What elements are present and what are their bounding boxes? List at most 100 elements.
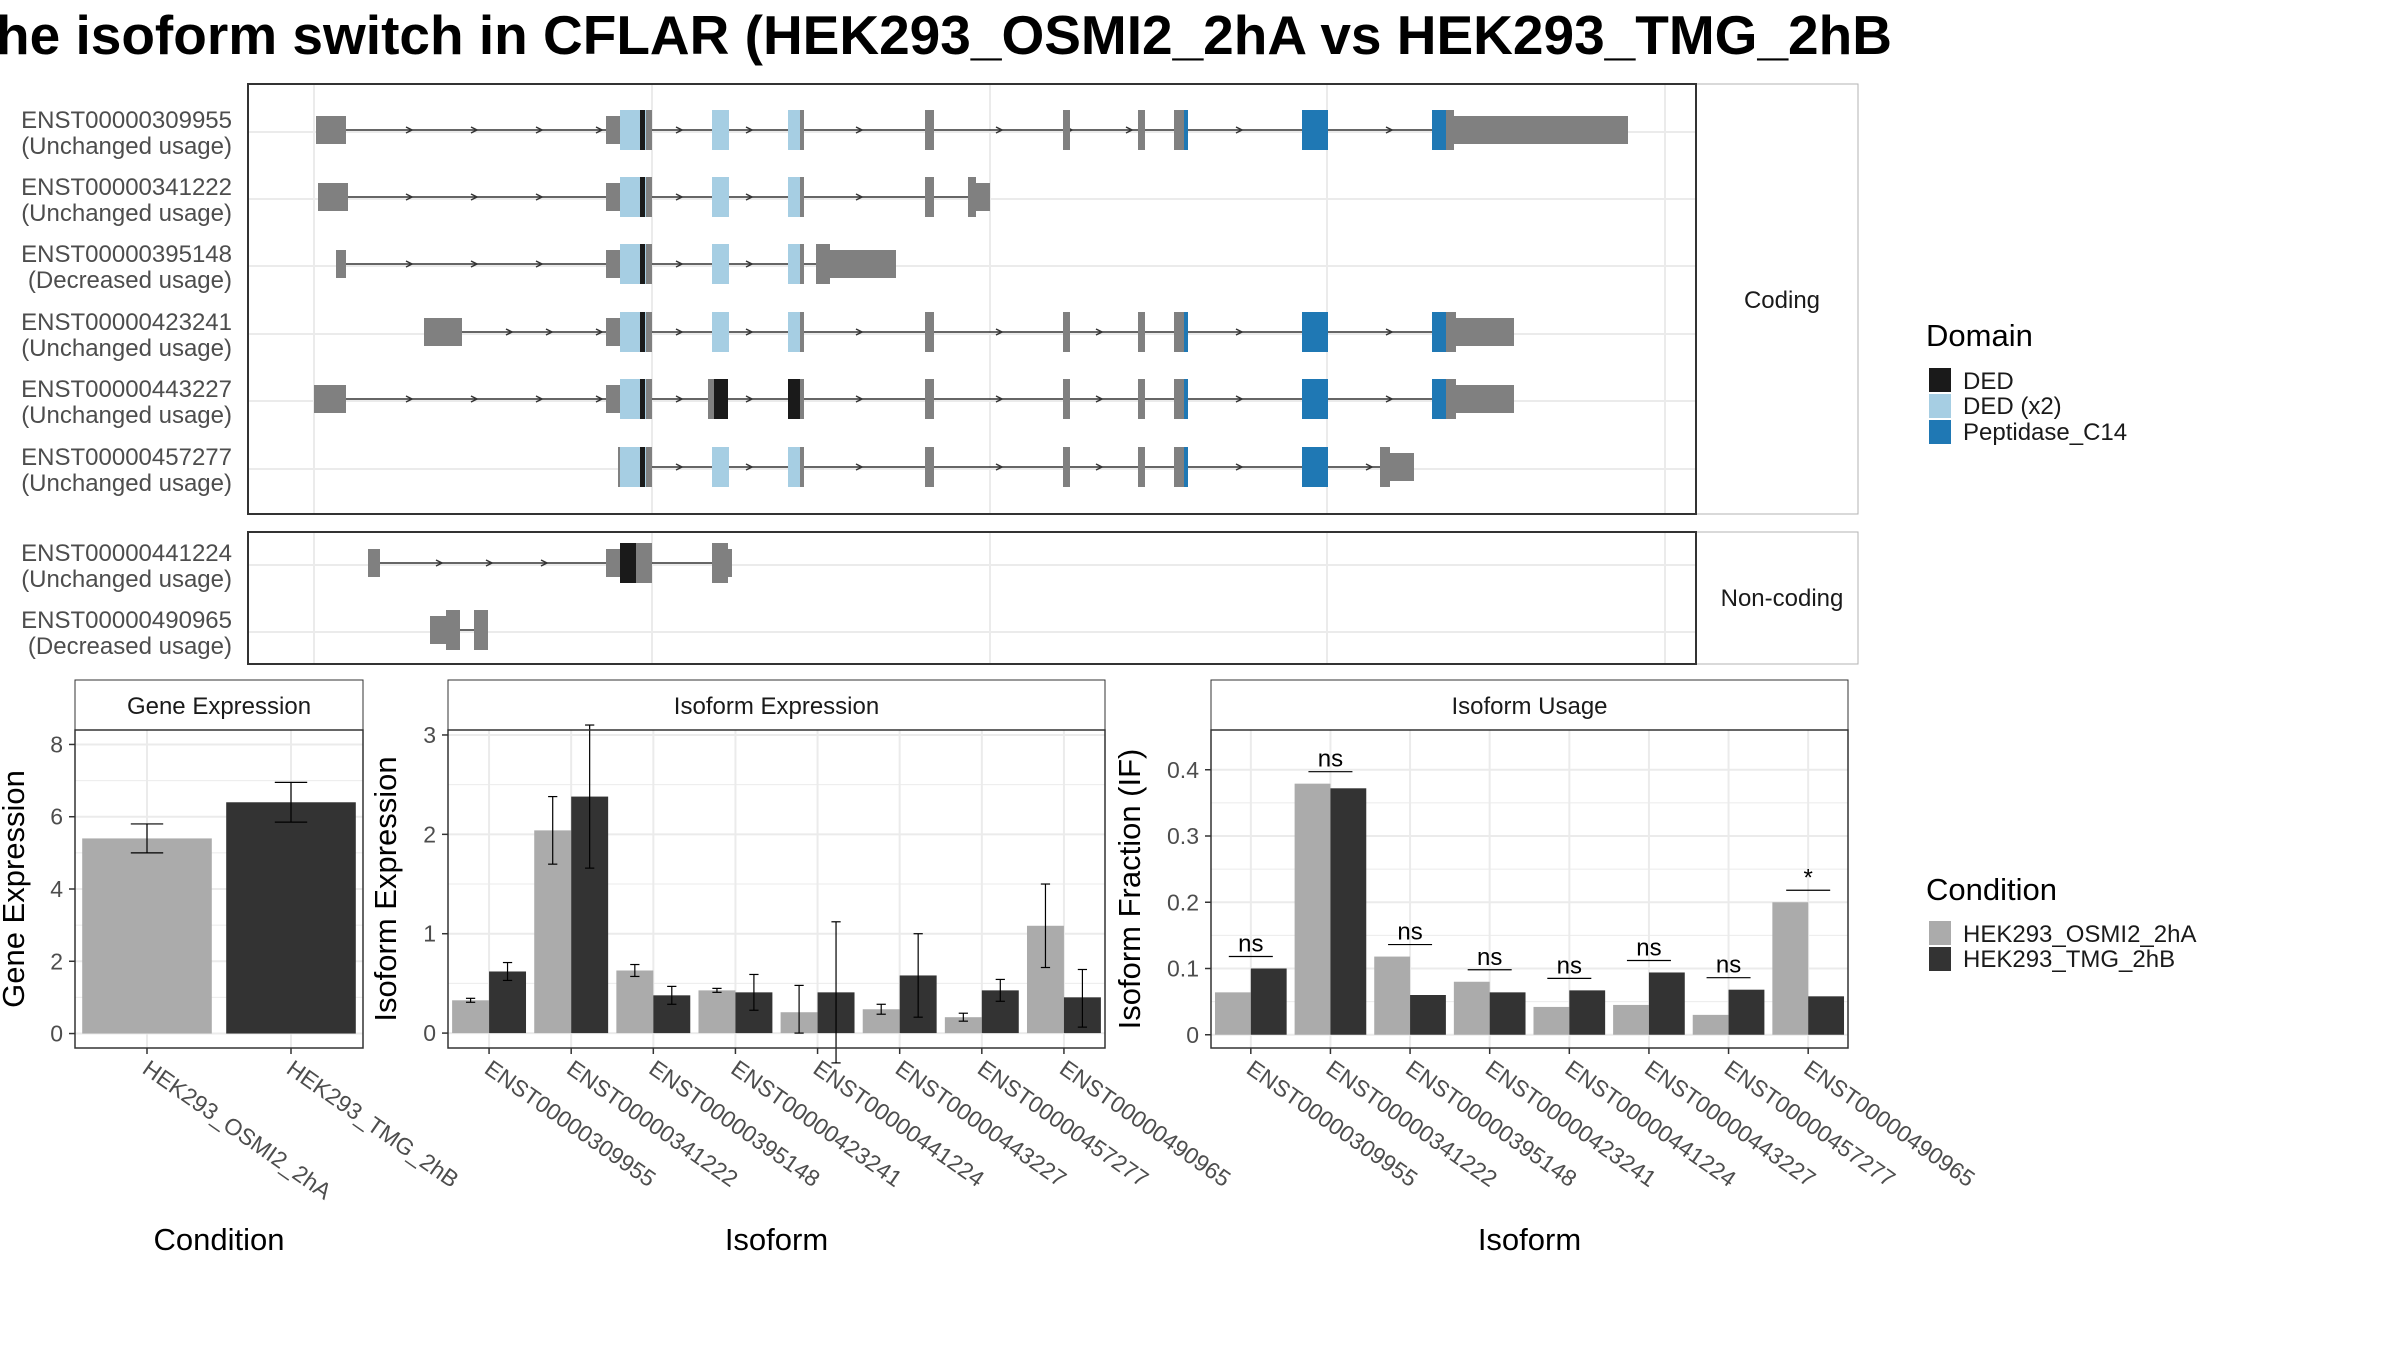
transcript-id-label: ENST00000441224 — [21, 540, 232, 567]
isoform-expression-y-axis-label: Isoform Expression — [368, 756, 403, 1021]
strand-arrow — [595, 328, 604, 336]
protein-domain — [788, 244, 802, 284]
isoform-expression-border — [447, 729, 1106, 1049]
exon — [830, 250, 896, 278]
strand-arrow — [535, 126, 544, 134]
protein-domain — [788, 110, 802, 150]
exon — [1063, 379, 1070, 419]
bar — [1533, 1006, 1570, 1035]
exon — [646, 177, 652, 217]
significance-label: ns — [1318, 746, 1343, 773]
coding-panel-background — [248, 84, 1696, 514]
bar — [1453, 981, 1490, 1035]
strand-arrow — [405, 395, 414, 403]
y-tick-label: 3 — [423, 722, 436, 748]
y-tick-label: 1 — [423, 921, 436, 947]
exon — [925, 447, 934, 487]
y-tick-label: 2 — [423, 821, 436, 847]
transcript-id-label: ENST00000457277 — [21, 444, 232, 471]
protein-domain — [640, 312, 645, 352]
transcript-id-label: ENST00000443227 — [21, 376, 232, 403]
exon — [368, 549, 380, 577]
exon — [1454, 116, 1628, 144]
legend-swatch-ded-x2 — [1929, 394, 1951, 418]
exon — [606, 385, 620, 413]
gene-expression-x-axis-label: Condition — [154, 1222, 285, 1257]
exon — [925, 110, 934, 150]
condition-legend-title: Condition — [1926, 872, 2057, 907]
transcript-usage-label: (Unchanged usage) — [21, 566, 232, 593]
isoform-usage-strip-title: Isoform Usage — [1451, 693, 1607, 720]
strand-arrow — [405, 126, 414, 134]
bar — [1294, 783, 1331, 1035]
protein-domain — [788, 447, 802, 487]
noncoding-panel-border — [247, 531, 1697, 665]
exon — [430, 616, 446, 644]
isoform-usage-border — [1210, 729, 1849, 1049]
exon — [800, 379, 804, 419]
exon — [1380, 447, 1390, 487]
gene-expression-strip-title: Gene Expression — [127, 693, 311, 720]
gene-expression-y-axis-label: Gene Expression — [0, 770, 31, 1008]
protein-domain — [1184, 110, 1188, 150]
strand-arrow — [485, 559, 494, 567]
exon — [646, 244, 652, 284]
bar — [616, 970, 654, 1034]
strand-arrow — [855, 463, 864, 471]
bar — [1489, 992, 1526, 1035]
strand-arrow — [595, 126, 604, 134]
exon — [1138, 379, 1145, 419]
isoform-usage-y-axis-label: Isoform Fraction (IF) — [1112, 749, 1147, 1030]
exon — [1063, 447, 1070, 487]
exon — [925, 177, 934, 217]
protein-domain — [1432, 379, 1446, 419]
exon — [1138, 110, 1145, 150]
exon — [1446, 379, 1456, 419]
strand-arrow — [1385, 395, 1394, 403]
legend-swatch-condition-a — [1929, 921, 1951, 945]
exon — [800, 312, 804, 352]
exon — [606, 116, 620, 144]
strand-arrow — [855, 328, 864, 336]
strand-arrow — [745, 395, 754, 403]
y-tick-label: 0.1 — [1167, 956, 1199, 982]
bar — [452, 1000, 490, 1034]
strand-arrow — [745, 260, 754, 268]
bar — [1250, 968, 1287, 1035]
strand-arrow — [535, 193, 544, 201]
strand-arrow — [995, 126, 1004, 134]
protein-domain — [640, 244, 645, 284]
strand-arrow — [745, 328, 754, 336]
strand-arrow — [1235, 328, 1244, 336]
exon — [606, 250, 620, 278]
coding-panel-border — [247, 83, 1697, 515]
strand-arrow — [745, 193, 754, 201]
protein-domain — [1184, 447, 1188, 487]
bar — [1374, 956, 1411, 1035]
exon — [800, 447, 804, 487]
exon — [800, 244, 804, 284]
transcript-id-label: ENST00000309955 — [21, 107, 232, 134]
y-tick-label: 0 — [50, 1021, 63, 1047]
y-tick-label: 0.4 — [1167, 757, 1199, 783]
transcript-usage-label: (Unchanged usage) — [21, 133, 232, 160]
bar — [1648, 972, 1685, 1035]
transcript-usage-label: (Decreased usage) — [28, 633, 232, 660]
strand-arrow — [995, 395, 1004, 403]
exon — [646, 312, 652, 352]
exon — [606, 318, 620, 346]
isoform-expression-strip — [447, 679, 1106, 731]
domain-legend: Domain DED DED (x2) Peptidase_C14 — [1926, 318, 2127, 446]
bar — [1214, 992, 1251, 1035]
exon — [1174, 447, 1186, 487]
y-tick-label: 0.3 — [1167, 823, 1199, 849]
strand-arrow — [675, 260, 684, 268]
protein-domain — [712, 177, 729, 217]
bar — [1772, 902, 1809, 1035]
bar-chart-panels: Gene Expression02468HEK293_OSMI2_2hAHEK2… — [0, 679, 1980, 1257]
bar — [1410, 995, 1446, 1035]
strand-arrow — [545, 328, 554, 336]
exon — [712, 543, 728, 583]
bar — [1728, 989, 1765, 1035]
exon — [1456, 318, 1514, 346]
